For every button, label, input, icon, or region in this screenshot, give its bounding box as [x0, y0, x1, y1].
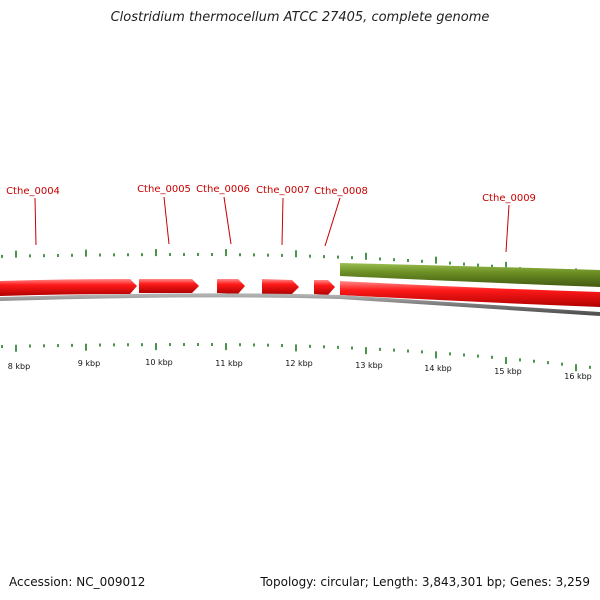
forward-gene-cthe-0007[interactable]: [262, 279, 299, 294]
accession-label: Accession: NC_009012: [9, 575, 146, 589]
callout-line: [281, 197, 284, 246]
kbp-label: 16 kbp: [564, 372, 592, 381]
gene-label-cthe-0008[interactable]: Cthe_0008: [314, 186, 368, 197]
forward-gene-cthe-0008[interactable]: [314, 280, 335, 295]
forward-gene-cthe-0005[interactable]: [139, 279, 199, 293]
kbp-label: 14 kbp: [424, 364, 452, 373]
genome-backbone: [0, 293, 600, 316]
kbp-scale: 8 kbp 9 kbp 10 kbp 11 kbp 12 kbp 13 kbp …: [8, 358, 592, 381]
gene-label-cthe-0009[interactable]: Cthe_0009: [482, 193, 536, 204]
gene-callouts: Cthe_0004 Cthe_0005 Cthe_0006 Cthe_0007 …: [6, 184, 536, 253]
forward-gene-large[interactable]: [340, 281, 600, 307]
kbp-label: 13 kbp: [355, 361, 383, 370]
inner-tick-row: [1, 343, 591, 372]
kbp-label: 10 kbp: [145, 358, 173, 367]
gene-label-cthe-0004[interactable]: Cthe_0004: [6, 186, 60, 197]
gene-label-cthe-0005[interactable]: Cthe_0005: [137, 184, 191, 195]
forward-gene-cthe-0004[interactable]: [0, 279, 137, 296]
callout-line: [324, 197, 341, 247]
kbp-label: 12 kbp: [285, 359, 313, 368]
kbp-label: 11 kbp: [215, 359, 243, 368]
callout-line: [505, 204, 510, 253]
reverse-strand-gene[interactable]: [340, 263, 600, 287]
gene-label-cthe-0006[interactable]: Cthe_0006: [196, 184, 250, 195]
gene-label-cthe-0007[interactable]: Cthe_0007: [256, 185, 310, 196]
map-title: Clostridium thermocellum ATCC 27405, com…: [110, 10, 490, 25]
kbp-label: 8 kbp: [8, 362, 30, 371]
kbp-label: 9 kbp: [78, 359, 100, 368]
kbp-label: 15 kbp: [494, 367, 522, 376]
genome-summary: Topology: circular; Length: 3,843,301 bp…: [260, 575, 590, 589]
forward-gene-cthe-0006[interactable]: [217, 279, 245, 294]
callout-line: [223, 196, 232, 245]
callout-line: [34, 197, 37, 246]
callout-line: [163, 196, 170, 245]
